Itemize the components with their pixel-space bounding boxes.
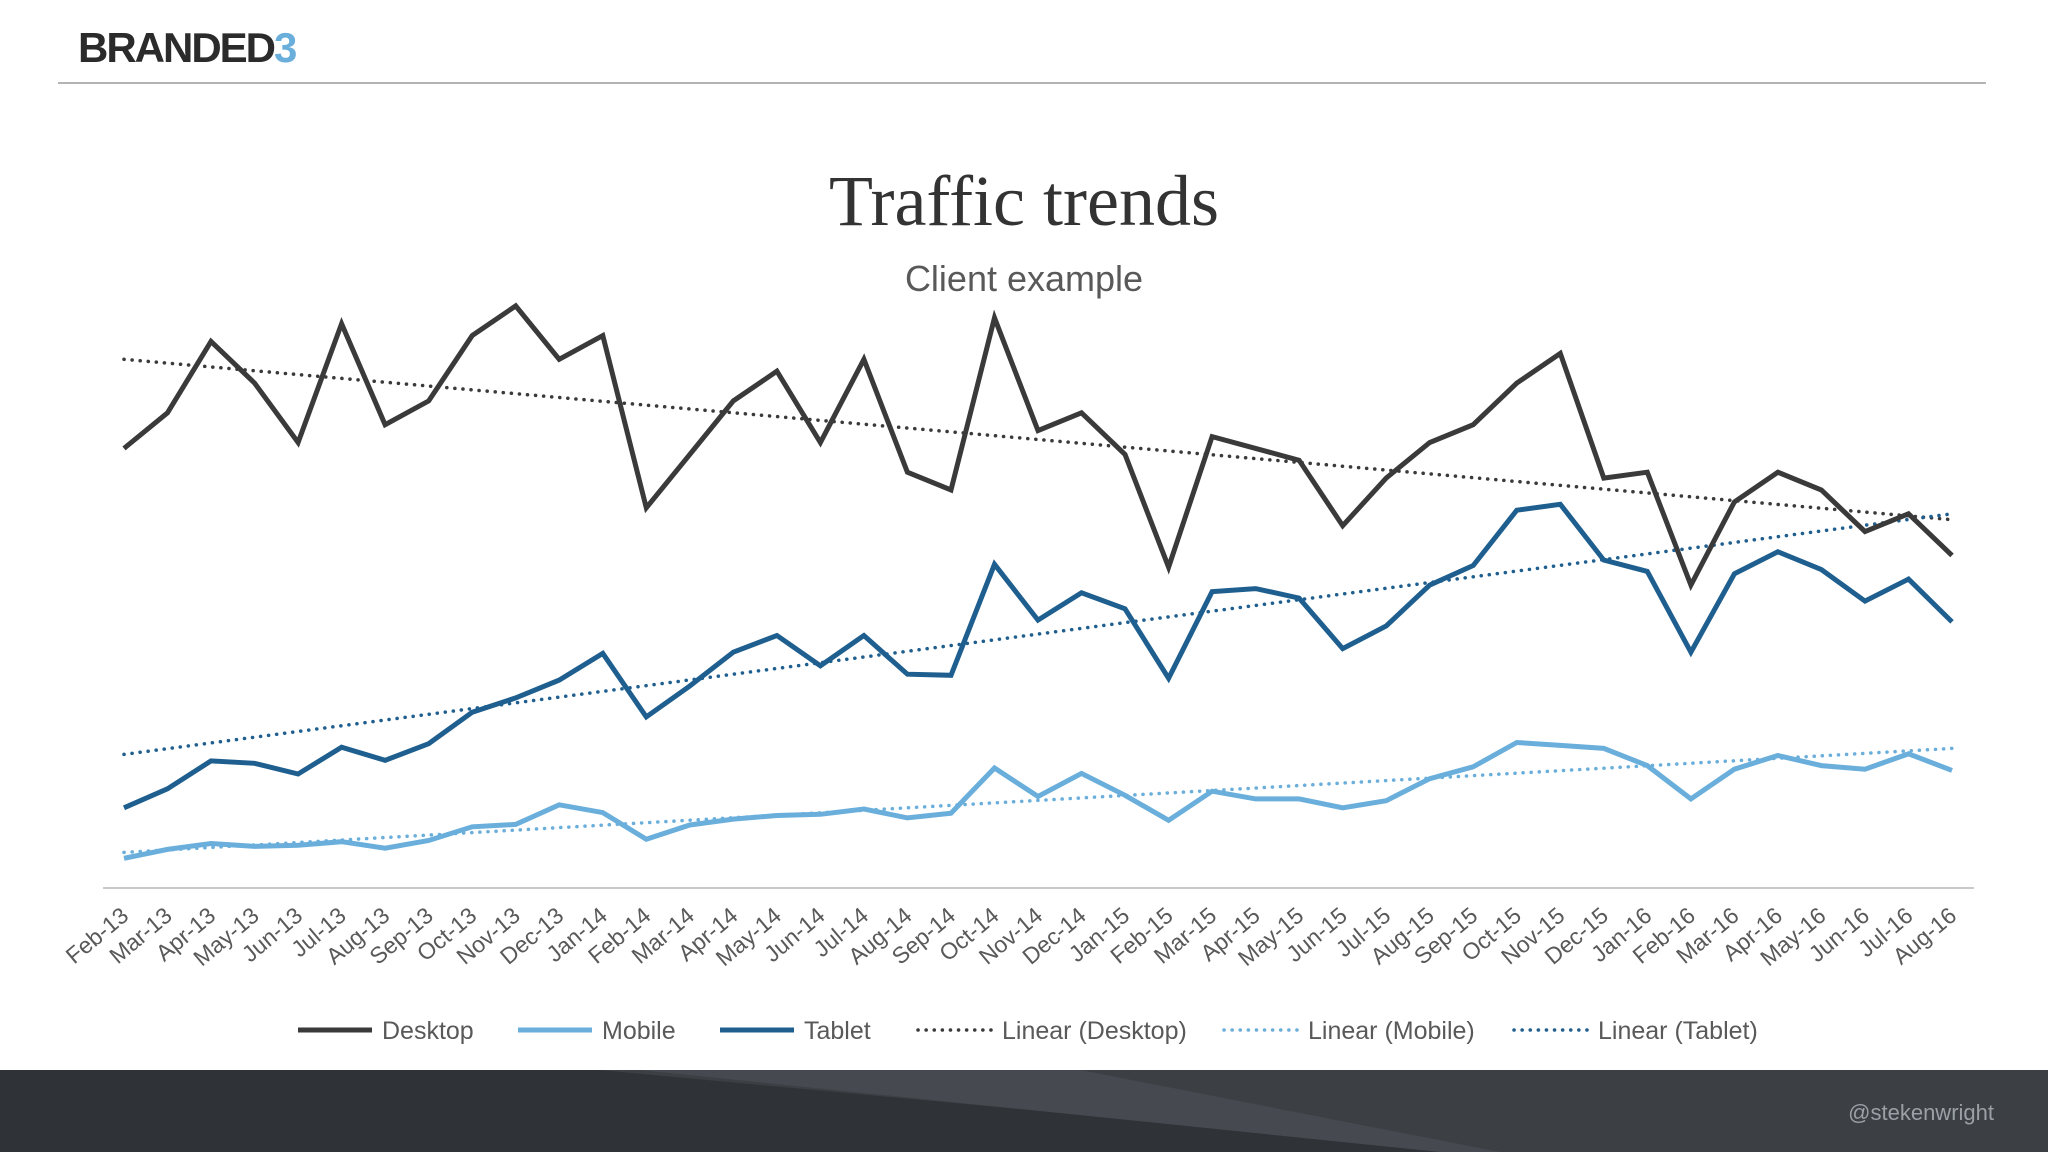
linear-desktop-series-line [122, 357, 1954, 522]
logo-main-text: BRANDED [78, 24, 276, 71]
branded3-logo: BRANDED3 [78, 24, 297, 72]
twitter-handle: @stekenwright [1848, 1100, 1994, 1125]
legend-label-desktop: Desktop [382, 1017, 474, 1045]
mobile-series-line [123, 739, 1953, 861]
legend-label-linear-mobile: Linear (Mobile) [1308, 1017, 1475, 1045]
footer-decoration [600, 1070, 2048, 1152]
chart-legend: Desktop Mobile Tablet Linear (Desktop) Linea… [298, 1017, 1758, 1045]
linear-mobile-series-line [122, 746, 1954, 855]
header-divider [58, 82, 1986, 84]
chart-subtitle: Client example [905, 258, 1143, 299]
legend-label-linear-tablet: Linear (Tablet) [1598, 1017, 1758, 1045]
desktop-series-line [122, 302, 1954, 592]
legend-label-linear-desktop: Linear (Desktop) [1002, 1017, 1187, 1045]
legend-label-mobile: Mobile [602, 1017, 676, 1045]
legend-label-tablet: Tablet [804, 1017, 871, 1045]
footer-bar: @stekenwright [0, 1070, 2048, 1152]
traffic-trends-chart: Traffic trends Client example Feb-13Mar-… [61, 161, 1974, 1045]
logo-accent-text: 3 [274, 24, 297, 71]
tablet-series-line [122, 501, 1954, 811]
chart-title: Traffic trends [829, 161, 1219, 241]
linear-tablet-series-line [122, 512, 1954, 757]
trendline-layer [122, 357, 1954, 855]
x-tick-labels: Feb-13Mar-13Apr-13May-13Jun-13Jul-13Aug-… [61, 902, 1962, 971]
series-layer [122, 302, 1954, 861]
